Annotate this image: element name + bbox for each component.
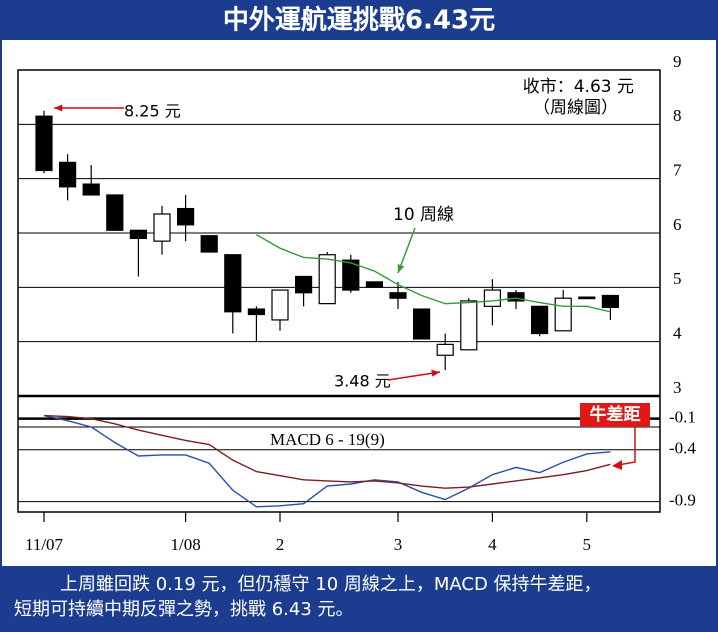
y-tick-label: 9 <box>673 52 682 71</box>
x-tick-label: 3 <box>394 535 403 554</box>
annotation: 3.48 元 <box>334 372 391 391</box>
candle-body <box>601 294 620 309</box>
annotation: 收市：4.63 元 <box>523 77 634 97</box>
y-tick-label: 7 <box>673 161 682 180</box>
y-tick-label: 4 <box>673 324 682 343</box>
candle-body <box>578 296 596 300</box>
x-tick-label: 1/08 <box>170 535 200 554</box>
ma-line <box>256 234 611 313</box>
y-tick-label: 3 <box>673 378 682 397</box>
x-tick-label: 4 <box>488 535 497 554</box>
macd-line <box>43 414 611 508</box>
y-tick-label: 5 <box>673 269 682 288</box>
arrow <box>617 427 636 466</box>
footer-line: 短期可持續中期反彈之勢，挑戰 6.43 元。 <box>14 599 354 620</box>
y-tick-label: 6 <box>673 215 682 234</box>
candle-body <box>129 229 147 240</box>
candle-body <box>554 297 572 332</box>
candle-body <box>35 115 53 172</box>
arrow-head <box>431 369 440 377</box>
y-tick-label: 8 <box>673 106 682 125</box>
annotation: 8.25 元 <box>124 102 181 121</box>
candle-body <box>200 235 218 253</box>
arrow-head <box>54 104 63 112</box>
candle-body <box>365 281 383 288</box>
footer-line: 上周雖回跌 0.19 元，但仍穩守 10 周線之上，MACD 保持牛差距， <box>60 574 602 595</box>
candle-body <box>389 292 407 299</box>
arrow <box>387 371 441 381</box>
candle-body <box>295 275 313 294</box>
candle-body <box>342 259 360 291</box>
candle-body <box>483 289 501 307</box>
arrow-head <box>397 264 405 273</box>
candle-body <box>436 343 454 356</box>
candle-body <box>153 213 171 242</box>
title-bar <box>0 0 718 40</box>
candle-body <box>271 289 289 321</box>
candle-body <box>247 308 265 316</box>
candle-body <box>58 161 77 188</box>
candle-body <box>530 305 549 335</box>
y-tick-label: -0.4 <box>669 439 696 458</box>
candle-body <box>413 308 431 340</box>
footer: 上周雖回跌 0.19 元，但仍穩守 10 周線之上，MACD 保持牛差距， 短期… <box>0 566 718 632</box>
candle-body <box>507 292 525 302</box>
chart-title: 中外運航運挑戰6.43元 <box>223 5 495 36</box>
candle-body <box>460 300 478 351</box>
candle-body <box>224 254 242 313</box>
candle-body <box>318 254 336 305</box>
candle-body <box>177 207 195 226</box>
y-tick-label: -0.9 <box>669 491 696 510</box>
arrow-head <box>612 460 622 470</box>
x-tick-label: 5 <box>583 535 592 554</box>
annotation: （周線圖） <box>533 98 618 118</box>
y-tick-label: -0.1 <box>669 408 696 427</box>
panel-title: MACD 6 - 19(9) <box>270 430 385 449</box>
annotation-box <box>580 403 650 427</box>
x-tick-label: 11/07 <box>25 535 64 554</box>
candle-body <box>82 183 100 196</box>
candle-body <box>106 194 124 231</box>
x-tick-label: 2 <box>276 535 285 554</box>
annotation: 牛差距 <box>590 404 641 425</box>
ma-label: 10 周線 <box>393 205 454 225</box>
macd-line <box>43 414 611 489</box>
